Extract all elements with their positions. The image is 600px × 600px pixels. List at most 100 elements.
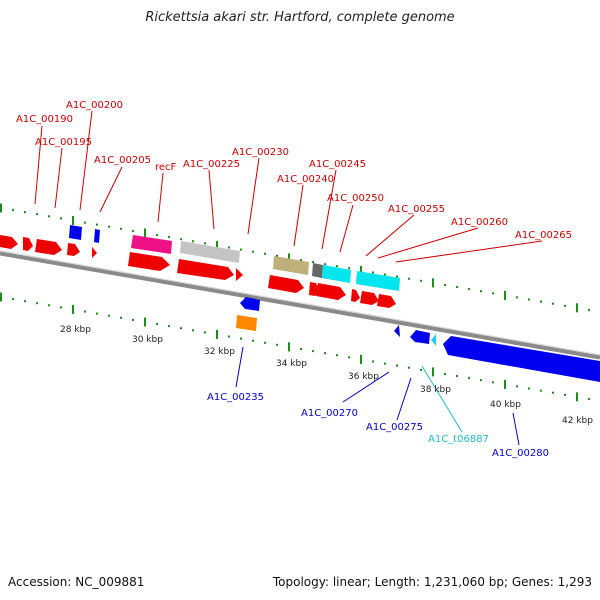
axis-label: 38 kbp <box>420 385 451 395</box>
leader-line <box>395 240 543 263</box>
gene-arrow[interactable] <box>377 294 396 308</box>
gene-block[interactable] <box>356 271 400 291</box>
gene-arrow[interactable] <box>316 283 346 300</box>
scale-tick <box>0 203 2 213</box>
scale-tick <box>408 277 410 280</box>
summary-text: Topology: linear; Length: 1,231,060 bp; … <box>272 575 592 589</box>
gene-label[interactable]: A1C_00265 <box>515 230 572 241</box>
gene-arrow[interactable] <box>92 247 97 258</box>
scale-tick <box>384 362 386 365</box>
scale-tick <box>180 238 182 241</box>
forward-genes <box>0 225 400 308</box>
gene-label[interactable]: A1C_00200 <box>66 100 123 111</box>
scale-tick <box>24 211 26 214</box>
scale-tick <box>456 375 458 377</box>
gene-block[interactable] <box>322 265 351 283</box>
gene-arrow[interactable] <box>268 275 304 293</box>
scale-tick <box>336 354 338 357</box>
scale-tick <box>312 350 314 353</box>
scale-tick <box>432 278 434 288</box>
scale-tick <box>192 329 194 332</box>
gene-label[interactable]: A1C_00255 <box>388 204 445 215</box>
gene-block[interactable] <box>236 315 257 331</box>
axis-label: 36 kbp <box>348 372 379 382</box>
scale-tick <box>516 296 518 299</box>
gene-arrow[interactable] <box>128 252 170 271</box>
gene-label[interactable]: A1C_00275 <box>366 422 423 433</box>
gene-block[interactable] <box>180 241 240 263</box>
gene-label[interactable]: A1C_00240 <box>277 174 334 185</box>
gene-block[interactable] <box>69 225 82 240</box>
gene-arrow-A1C_t06887[interactable] <box>431 334 436 346</box>
gene-arrow-A1C_00270[interactable] <box>394 325 400 337</box>
scale-tick <box>144 317 146 327</box>
scale-tick <box>288 253 290 263</box>
scale-tick <box>216 329 218 339</box>
scale-tick <box>252 250 254 253</box>
scale-tick <box>492 292 494 295</box>
gene-label[interactable]: A1C_t06887 <box>428 434 489 445</box>
scale-tick <box>540 389 542 392</box>
scale-tick <box>504 379 506 389</box>
gene-label[interactable]: A1C_00270 <box>301 408 358 419</box>
scale-tick <box>348 356 350 359</box>
scale-tick <box>480 379 482 382</box>
gene-label[interactable]: A1C_00280 <box>492 448 549 459</box>
gene-arrow[interactable] <box>0 235 18 249</box>
leader-line <box>79 110 93 211</box>
scale-tick <box>420 368 422 371</box>
genome-title: Rickettsia akari str. Hartford, complete… <box>145 10 455 25</box>
gene-arrow[interactable] <box>35 239 62 255</box>
scale-tick <box>324 263 326 266</box>
scale-ticks <box>0 203 590 402</box>
scale-tick <box>288 342 290 352</box>
scale-tick <box>96 223 98 226</box>
gene-label[interactable]: A1C_00245 <box>309 159 366 170</box>
scale-tick <box>552 391 554 394</box>
gene-block[interactable] <box>312 263 323 278</box>
accession-text: Accession: NC_009881 <box>8 575 145 589</box>
gene-arrow[interactable] <box>67 243 80 256</box>
scale-tick <box>252 339 254 342</box>
gene-label[interactable]: A1C_00225 <box>183 159 240 170</box>
gene-block-recF[interactable] <box>131 235 172 254</box>
scale-tick <box>156 234 158 236</box>
gene-label[interactable]: recF <box>155 162 177 173</box>
scale-tick <box>120 316 122 319</box>
gene-arrow[interactable] <box>236 268 243 281</box>
scale-tick <box>516 385 518 388</box>
scale-tick <box>540 300 542 303</box>
gene-label[interactable]: A1C_00205 <box>94 155 151 166</box>
gene-arrow[interactable] <box>177 259 234 280</box>
gene-block[interactable] <box>273 256 309 275</box>
gene-label[interactable]: A1C_00195 <box>35 137 92 148</box>
scale-tick <box>564 304 566 307</box>
leader-line <box>342 371 390 403</box>
gene-arrow[interactable] <box>23 237 33 251</box>
scale-tick <box>468 377 470 380</box>
scale-tick <box>228 335 230 338</box>
gene-block[interactable] <box>94 229 100 243</box>
scale-tick <box>444 373 446 375</box>
scale-tick <box>120 227 122 230</box>
gene-arrow-A1C_00235[interactable] <box>240 297 260 311</box>
gene-label[interactable]: A1C_00230 <box>232 147 289 158</box>
scale-tick <box>576 303 578 313</box>
scale-tick <box>588 397 590 400</box>
scale-tick <box>60 306 62 309</box>
scale-tick <box>528 298 530 301</box>
gene-label[interactable]: A1C_00190 <box>16 114 73 125</box>
gene-arrow[interactable] <box>360 291 379 305</box>
gene-label[interactable]: A1C_00250 <box>327 193 384 204</box>
scale-tick <box>276 343 278 346</box>
scale-tick <box>372 271 374 274</box>
gene-arrow-A1C_00280[interactable] <box>443 336 600 382</box>
gene-label[interactable]: A1C_00235 <box>207 392 264 403</box>
gene-arrow[interactable] <box>351 289 360 302</box>
gene-arrow-A1C_00275[interactable] <box>410 330 430 344</box>
leader-line <box>377 227 479 259</box>
gene-label[interactable]: A1C_00260 <box>451 217 508 228</box>
scale-tick <box>72 216 74 225</box>
leader-line <box>293 184 304 247</box>
